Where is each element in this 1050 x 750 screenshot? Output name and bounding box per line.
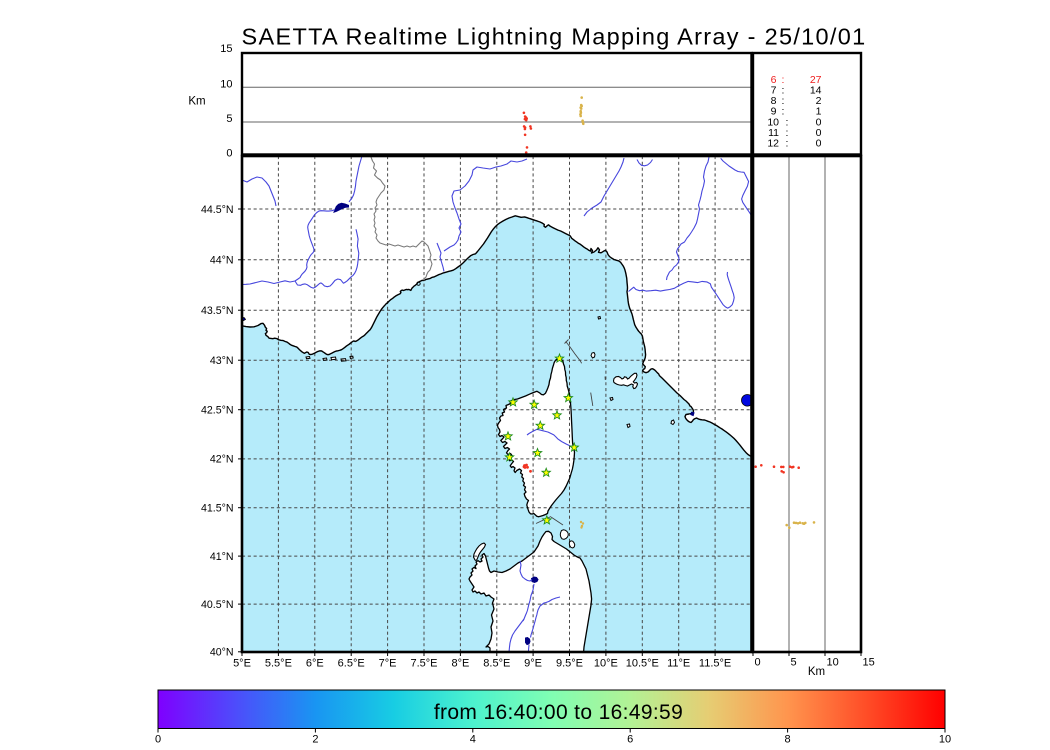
svg-text:5.5°E: 5.5°E: [265, 658, 292, 670]
svg-text:Km: Km: [188, 96, 205, 108]
svg-text::: :: [786, 117, 789, 129]
svg-text:41°N: 41°N: [210, 551, 234, 563]
svg-text::: :: [782, 85, 785, 97]
svg-text:5: 5: [791, 657, 797, 669]
svg-text:5°E: 5°E: [233, 658, 251, 670]
svg-text:2: 2: [312, 734, 318, 746]
svg-text:8: 8: [785, 734, 791, 746]
svg-text:11°E: 11°E: [667, 658, 690, 670]
svg-text:27: 27: [810, 74, 822, 86]
svg-text:9: 9: [771, 106, 777, 118]
svg-text:6: 6: [771, 74, 777, 86]
svg-text:0: 0: [816, 117, 822, 129]
svg-text:9.5°E: 9.5°E: [556, 658, 583, 670]
svg-text:6: 6: [627, 734, 633, 746]
svg-text:11.5°E: 11.5°E: [699, 658, 731, 670]
svg-text:10: 10: [939, 734, 951, 746]
svg-text:10: 10: [220, 79, 232, 91]
svg-text:44.5°N: 44.5°N: [201, 204, 234, 216]
svg-text:43.5°N: 43.5°N: [201, 305, 234, 317]
svg-text:15: 15: [220, 43, 232, 55]
svg-text:0: 0: [816, 137, 822, 149]
svg-text:42.5°N: 42.5°N: [201, 405, 234, 417]
svg-text:8.5°E: 8.5°E: [483, 658, 510, 670]
svg-text:14: 14: [810, 85, 822, 97]
svg-text:9°E: 9°E: [524, 658, 542, 670]
svg-text:0: 0: [755, 657, 761, 669]
svg-text:8: 8: [771, 95, 777, 107]
svg-text:7°E: 7°E: [379, 658, 397, 670]
svg-text:0: 0: [816, 127, 822, 139]
svg-text:1: 1: [816, 106, 822, 118]
svg-text:0: 0: [226, 148, 232, 160]
svg-text:6.5°E: 6.5°E: [338, 658, 365, 670]
svg-text:SAETTA Realtime Lightning Mapp: SAETTA Realtime Lightning Mapping Array …: [242, 24, 867, 50]
svg-text:7.5°E: 7.5°E: [410, 658, 437, 670]
svg-text:4: 4: [470, 734, 476, 746]
svg-text:8°E: 8°E: [451, 658, 469, 670]
svg-text:6°E: 6°E: [306, 658, 324, 670]
svg-text:10.5°E: 10.5°E: [626, 658, 659, 670]
svg-text::: :: [782, 74, 785, 86]
svg-text:10: 10: [767, 117, 779, 129]
svg-text::: :: [782, 106, 785, 118]
svg-text:Km: Km: [808, 666, 825, 678]
svg-text:40.5°N: 40.5°N: [201, 599, 234, 611]
svg-text:5: 5: [226, 113, 232, 125]
svg-text:0: 0: [155, 734, 161, 746]
svg-text:42°N: 42°N: [210, 454, 234, 466]
svg-text:10°E: 10°E: [594, 658, 618, 670]
svg-text:40°N: 40°N: [210, 647, 234, 659]
svg-text:2: 2: [816, 95, 822, 107]
svg-text:10: 10: [827, 657, 839, 669]
svg-text:41.5°N: 41.5°N: [201, 503, 234, 515]
svg-text::: :: [786, 137, 789, 149]
svg-text::: :: [782, 95, 785, 107]
svg-text:from 16:40:00 to 16:49:59: from 16:40:00 to 16:49:59: [434, 701, 683, 724]
svg-text:43°N: 43°N: [210, 355, 234, 367]
svg-text:15: 15: [863, 657, 875, 669]
svg-text:44°N: 44°N: [210, 255, 234, 267]
svg-text:12: 12: [767, 137, 779, 149]
svg-text:11: 11: [768, 127, 779, 139]
svg-text:7: 7: [771, 85, 777, 97]
svg-text::: :: [786, 127, 789, 139]
